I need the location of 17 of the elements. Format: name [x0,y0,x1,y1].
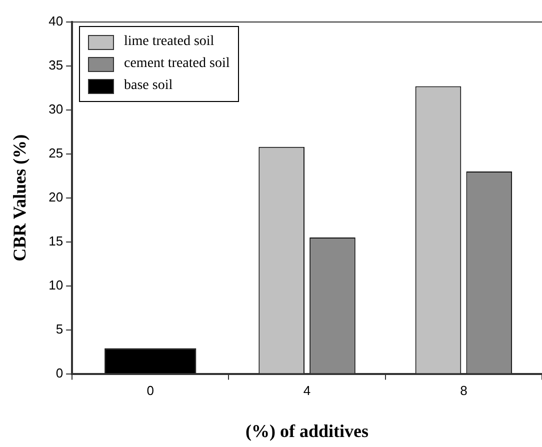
y-tick-label: 15 [48,233,64,248]
x-tick-label: 8 [460,383,468,398]
y-tick-label: 40 [48,14,64,29]
y-tick-label: 30 [48,102,64,117]
x-tick-label: 0 [146,383,154,398]
y-tick-label: 35 [48,58,64,73]
y-tick-label: 20 [48,189,64,204]
legend-label: cement treated soil [124,56,230,72]
y-tick-label: 25 [48,146,64,161]
y-axis-title: CBR Values (%) [9,134,30,262]
x-tick-label: 4 [303,383,311,398]
legend-label: base soil [124,78,173,94]
y-tick-label: 0 [56,365,64,380]
legend-label: lime treated soil [124,34,214,50]
x-axis-title: (%) of additives [246,420,369,441]
y-tick-label: 10 [48,277,64,292]
y-tick-label: 5 [56,321,64,336]
